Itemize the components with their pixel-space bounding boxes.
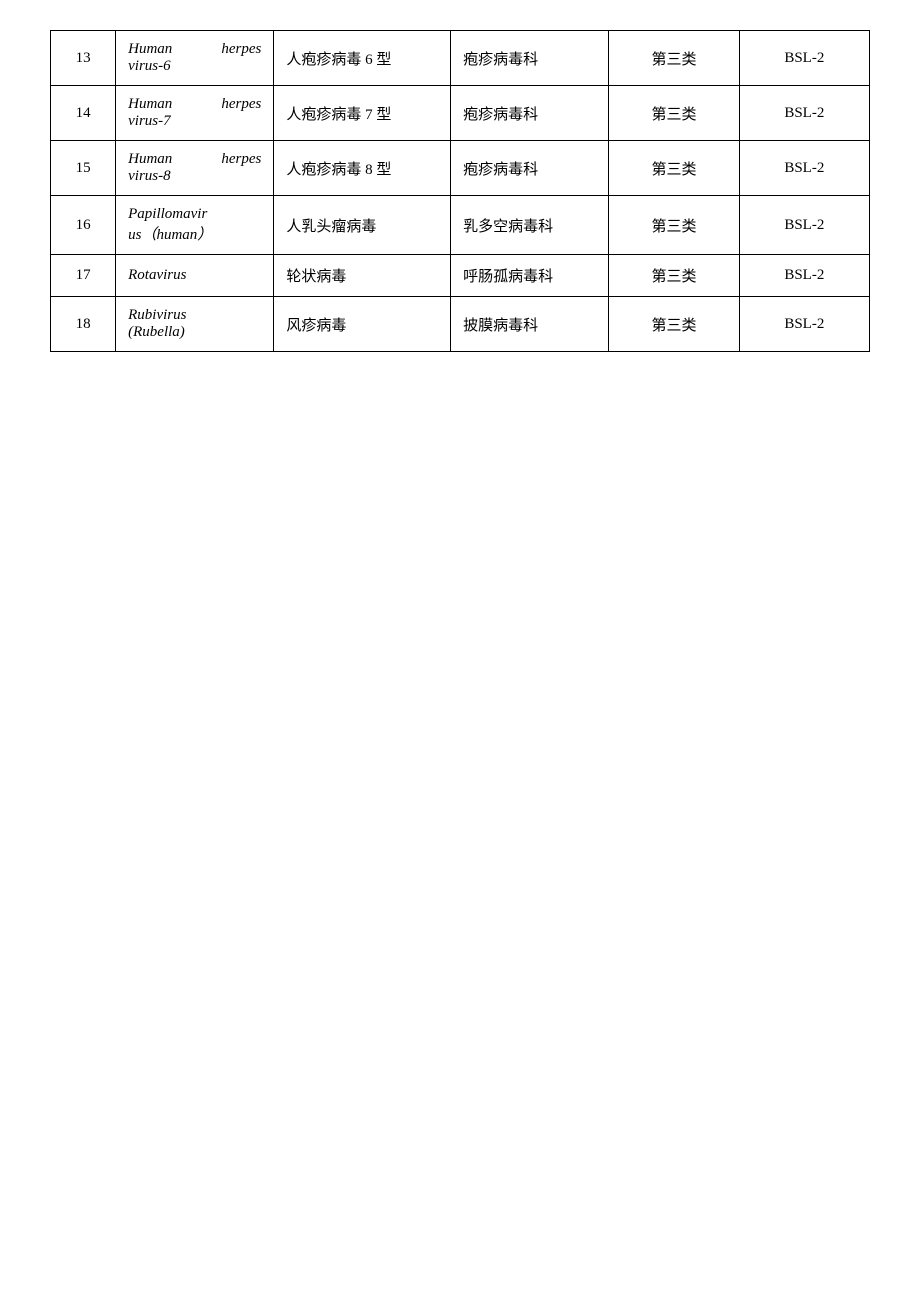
cell-cn-name: 轮状病毒 <box>274 255 451 297</box>
latin-line1: Rubivirus <box>128 307 261 324</box>
cell-bsl: BSL-2 <box>739 31 869 86</box>
cell-latin: Rubivirus (Rubella) <box>116 297 274 352</box>
cell-num: 14 <box>51 86 116 141</box>
cell-latin: Rotavirus <box>116 255 274 297</box>
cell-family: 疱疹病毒科 <box>451 141 609 196</box>
cell-latin: Human herpes virus-6 <box>116 31 274 86</box>
latin-line1: Human herpes <box>128 96 261 113</box>
table-row: 14 Human herpes virus-7 人疱疹病毒 7 型 疱疹病毒科 … <box>51 86 870 141</box>
cell-cn-name: 人疱疹病毒 7 型 <box>274 86 451 141</box>
cell-family: 披膜病毒科 <box>451 297 609 352</box>
cell-cn-name: 人乳头瘤病毒 <box>274 196 451 255</box>
cell-family: 疱疹病毒科 <box>451 31 609 86</box>
cell-class: 第三类 <box>609 31 739 86</box>
cell-num: 18 <box>51 297 116 352</box>
table-row: 17 Rotavirus 轮状病毒 呼肠孤病毒科 第三类 BSL-2 <box>51 255 870 297</box>
cell-num: 13 <box>51 31 116 86</box>
cell-bsl: BSL-2 <box>739 196 869 255</box>
table-row: 13 Human herpes virus-6 人疱疹病毒 6 型 疱疹病毒科 … <box>51 31 870 86</box>
cell-bsl: BSL-2 <box>739 255 869 297</box>
cell-bsl: BSL-2 <box>739 86 869 141</box>
latin-line2: virus-6 <box>128 58 261 75</box>
cell-class: 第三类 <box>609 196 739 255</box>
cell-latin: Papillomavir us（human） <box>116 196 274 255</box>
cell-latin: Human herpes virus-7 <box>116 86 274 141</box>
latin-line2: virus-7 <box>128 113 261 130</box>
cell-latin: Human herpes virus-8 <box>116 141 274 196</box>
latin-line2: virus-8 <box>128 168 261 185</box>
cell-num: 16 <box>51 196 116 255</box>
cell-class: 第三类 <box>609 86 739 141</box>
cell-class: 第三类 <box>609 255 739 297</box>
table-row: 15 Human herpes virus-8 人疱疹病毒 8 型 疱疹病毒科 … <box>51 141 870 196</box>
cell-num: 17 <box>51 255 116 297</box>
latin-line1: Papillomavir <box>128 206 261 223</box>
cell-family: 呼肠孤病毒科 <box>451 255 609 297</box>
table-body: 13 Human herpes virus-6 人疱疹病毒 6 型 疱疹病毒科 … <box>51 31 870 352</box>
cell-cn-name: 人疱疹病毒 8 型 <box>274 141 451 196</box>
latin-line1: Human herpes <box>128 41 261 58</box>
cell-class: 第三类 <box>609 141 739 196</box>
cell-cn-name: 风疹病毒 <box>274 297 451 352</box>
virus-table: 13 Human herpes virus-6 人疱疹病毒 6 型 疱疹病毒科 … <box>50 30 870 352</box>
cell-cn-name: 人疱疹病毒 6 型 <box>274 31 451 86</box>
latin-line2: (Rubella) <box>128 324 261 341</box>
cell-bsl: BSL-2 <box>739 141 869 196</box>
table-row: 16 Papillomavir us（human） 人乳头瘤病毒 乳多空病毒科 … <box>51 196 870 255</box>
cell-num: 15 <box>51 141 116 196</box>
cell-family: 乳多空病毒科 <box>451 196 609 255</box>
cell-family: 疱疹病毒科 <box>451 86 609 141</box>
latin-line1: Rotavirus <box>128 267 261 284</box>
cell-bsl: BSL-2 <box>739 297 869 352</box>
latin-line1: Human herpes <box>128 151 261 168</box>
cell-class: 第三类 <box>609 297 739 352</box>
table-row: 18 Rubivirus (Rubella) 风疹病毒 披膜病毒科 第三类 BS… <box>51 297 870 352</box>
latin-line2: us（human） <box>128 223 261 244</box>
